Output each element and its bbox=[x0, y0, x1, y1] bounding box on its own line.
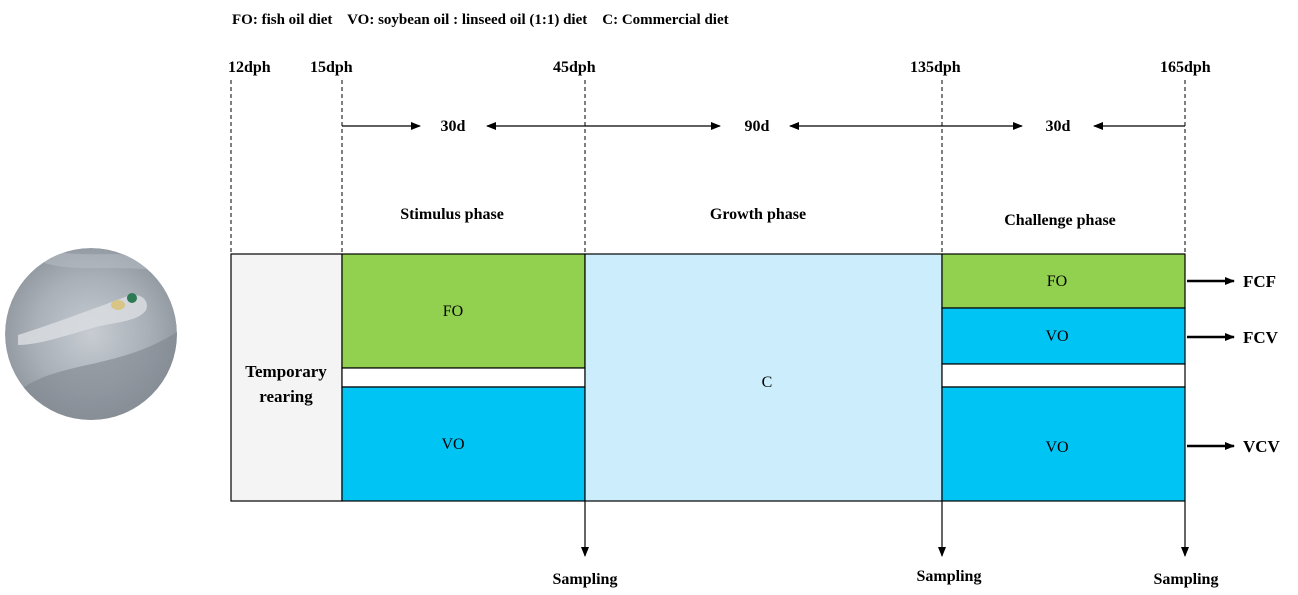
challenge-fo-label: FO bbox=[1047, 273, 1067, 290]
phase-label-stimulus: Stimulus phase bbox=[400, 206, 504, 223]
rearing-label: rearing bbox=[259, 387, 313, 406]
sampling-label: Sampling bbox=[1154, 571, 1219, 588]
sampling-label: Sampling bbox=[917, 568, 982, 585]
timepoint-label: 135dph bbox=[910, 59, 961, 76]
sampling-label: Sampling bbox=[553, 571, 618, 588]
challenge-vo-block-1 bbox=[941, 307, 1186, 365]
timepoint-label: 165dph bbox=[1160, 59, 1211, 76]
fish-larva-photo bbox=[5, 248, 177, 420]
duration-label: 30d bbox=[441, 118, 466, 135]
phase-label-growth: Growth phase bbox=[710, 206, 806, 223]
stimulus-vo-label: VO bbox=[441, 436, 464, 453]
duration-label: 90d bbox=[745, 118, 770, 135]
timepoint-label: 45dph bbox=[553, 59, 596, 76]
challenge-vo-block-2 bbox=[941, 386, 1186, 502]
stimulus-fo-block bbox=[341, 253, 586, 369]
growth-c-label: C bbox=[762, 374, 773, 391]
duration-label: 30d bbox=[1046, 118, 1071, 135]
timepoint-label: 12dph bbox=[228, 59, 271, 76]
stimulus-fo-label: FO bbox=[443, 303, 463, 320]
temporary-rearing-block bbox=[230, 253, 343, 502]
outcome-label: VCV bbox=[1243, 437, 1281, 456]
stimulus-gap bbox=[341, 367, 586, 388]
phase-label-challenge: Challenge phase bbox=[1004, 212, 1116, 229]
outcome-label: FCF bbox=[1243, 272, 1276, 291]
challenge-fo-block bbox=[941, 253, 1186, 309]
growth-c-block bbox=[584, 253, 943, 502]
rearing-label: Temporary bbox=[245, 362, 327, 381]
timepoint-label: 15dph bbox=[310, 59, 353, 76]
challenge-gap bbox=[941, 363, 1186, 388]
challenge-vo-label-1: VO bbox=[1045, 328, 1068, 345]
stimulus-vo-block bbox=[341, 386, 586, 502]
outcome-label: FCV bbox=[1243, 328, 1279, 347]
diet-legend: FO: fish oil diet VO: soybean oil : lins… bbox=[232, 12, 729, 28]
challenge-vo-label-2: VO bbox=[1045, 439, 1068, 456]
